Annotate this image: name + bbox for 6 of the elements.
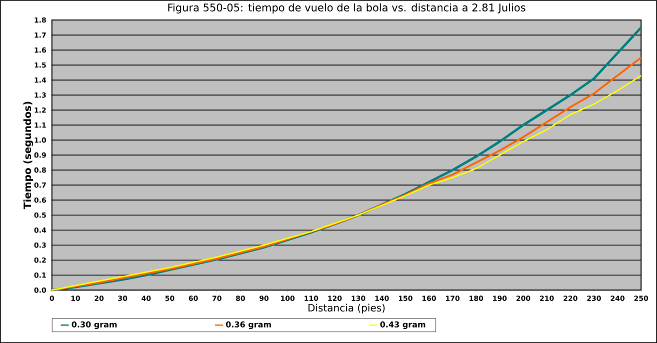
- chart-title: Figura 550-05: tiempo de vuelo de la bola vs. distancia a 2.81 Julios: [168, 3, 526, 14]
- legend-label: 0.36 gram: [226, 321, 271, 330]
- x-axis-title: Distancia (pies): [308, 304, 385, 314]
- legend-label: 0.43 gram: [380, 321, 426, 330]
- legend-label: 0.30 gram: [72, 321, 117, 330]
- y-axis-title: Tiempo (segundos): [23, 102, 34, 210]
